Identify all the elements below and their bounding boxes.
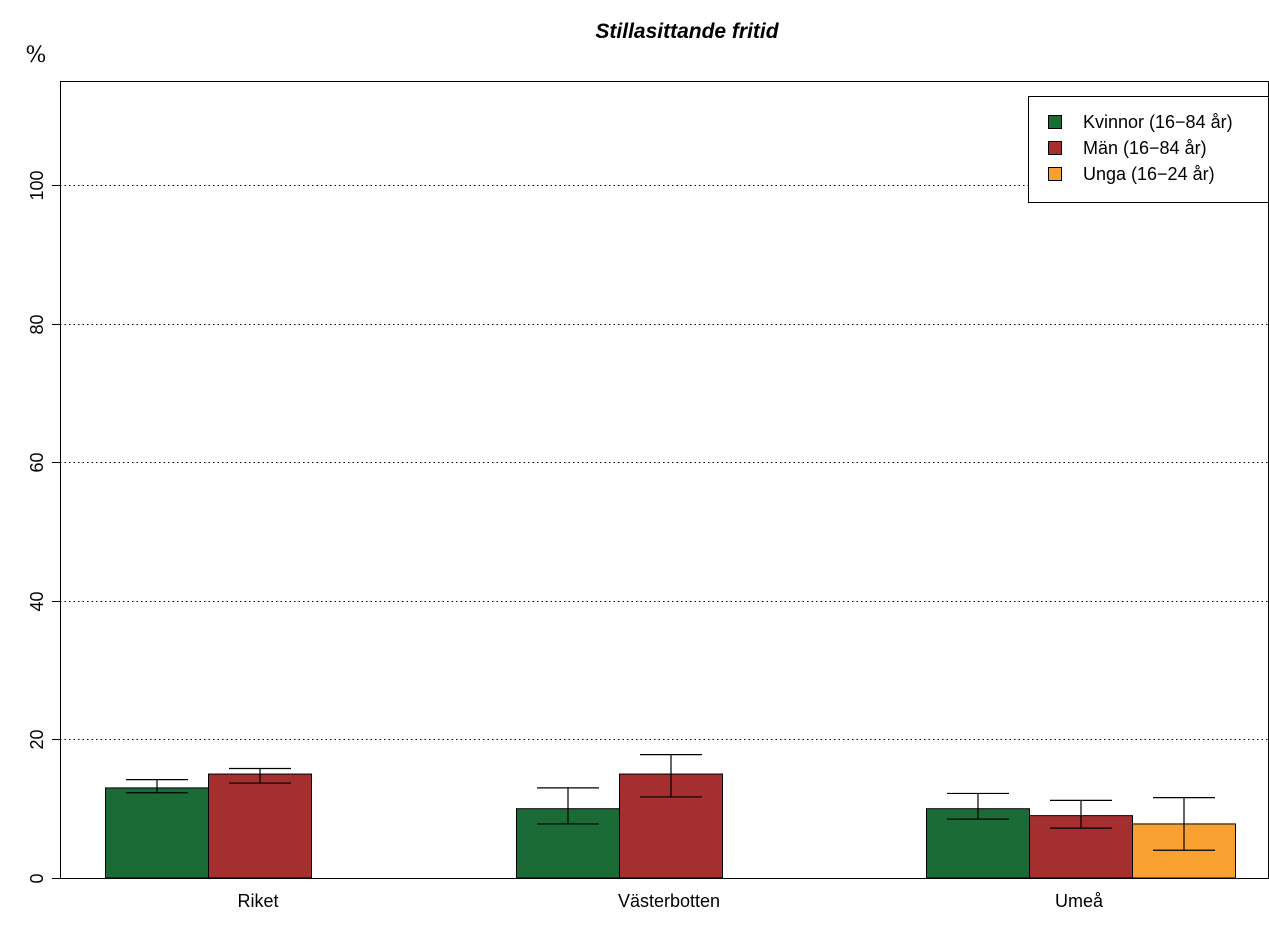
legend-label-1: Män (16−84 år) [1083, 138, 1207, 158]
y-tick-label-60: 60 [27, 452, 47, 472]
x-axis: Riket Västerbotten Umeå [237, 891, 1104, 911]
error-bars-layer [126, 754, 1215, 851]
category-label-2: Umeå [1055, 891, 1104, 911]
y-axis: 0 20 40 60 80 100 [27, 170, 61, 884]
legend-swatch-1 [1048, 141, 1062, 155]
y-tick-label-0: 0 [27, 873, 47, 883]
y-tick-label-20: 20 [27, 729, 47, 749]
category-label-1: Västerbotten [618, 891, 720, 911]
y-tick-label-40: 40 [27, 591, 47, 611]
legend: Kvinnor (16−84 år) Män (16−84 år) Unga (16… [1028, 96, 1269, 203]
legend-label-0: Kvinnor (16−84 år) [1083, 112, 1233, 132]
bar-0-1 [208, 773, 312, 879]
y-unit-label: % [26, 43, 47, 68]
legend-swatch-0 [1048, 115, 1062, 129]
category-label-0: Riket [237, 891, 278, 911]
bar-0-0 [105, 787, 209, 879]
chart-title: Stillasittande fritid [595, 20, 779, 43]
legend-swatch-2 [1048, 167, 1062, 181]
legend-label-2: Unga (16−24 år) [1083, 164, 1215, 184]
y-tick-label-100: 100 [27, 170, 47, 200]
legend-box [1028, 96, 1269, 203]
y-tick-label-80: 80 [27, 314, 47, 334]
grid-lines [60, 185, 1268, 740]
